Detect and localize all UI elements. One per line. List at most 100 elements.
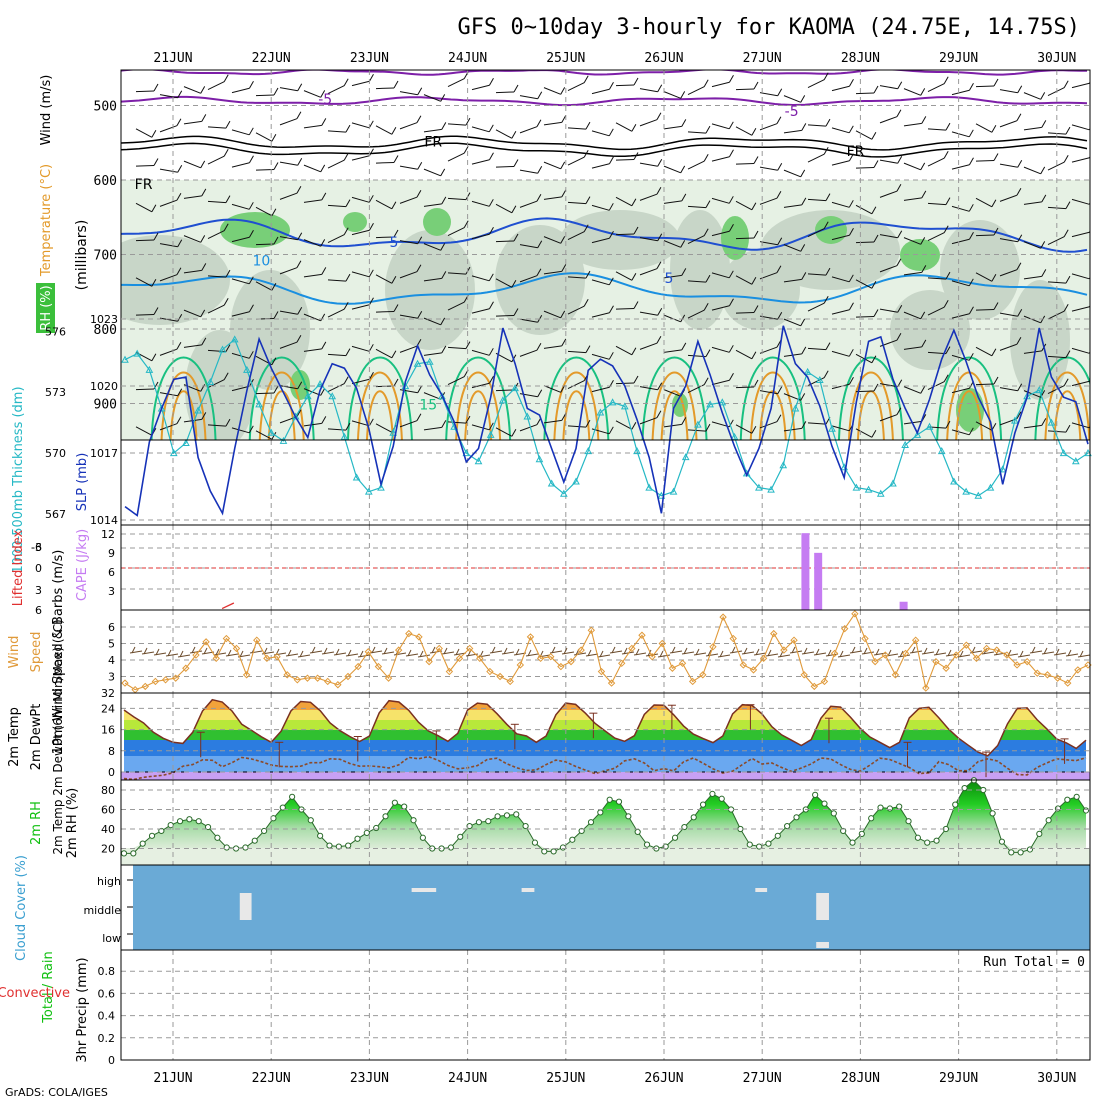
wind-barb-flag xyxy=(849,78,854,87)
rh-axis-word: 2m RH xyxy=(29,801,44,845)
wind-barb-flag xyxy=(393,229,399,238)
rh-marker xyxy=(195,818,202,825)
wind-barb xyxy=(183,344,202,348)
wind-barb xyxy=(783,169,801,178)
wind-barb-flag xyxy=(1041,418,1047,426)
wind-barb-flag xyxy=(945,122,951,131)
rh-marker xyxy=(989,810,996,817)
wind-speed-marker xyxy=(871,657,879,666)
wind-barb-flag xyxy=(368,269,374,278)
wind-barb-flag xyxy=(320,164,326,173)
rh-marker xyxy=(251,837,258,844)
wind-barb-flag xyxy=(728,270,734,279)
wind-barb-flag xyxy=(513,84,519,93)
wind-barb xyxy=(423,352,442,356)
wind-barb-flag xyxy=(657,84,663,92)
wind-barb xyxy=(183,269,202,274)
thickness-marker xyxy=(694,420,702,428)
date-label-bottom: 21JUN xyxy=(153,1071,192,1086)
wind-barb-flag xyxy=(441,122,447,130)
wind-barb-flag xyxy=(945,346,951,354)
wind-barb xyxy=(903,197,922,201)
wind-barb xyxy=(687,86,705,96)
wind-barb-flag xyxy=(369,371,374,380)
wind-barb-flag xyxy=(945,271,951,280)
wind-barb-flag xyxy=(896,407,902,415)
rh-marker xyxy=(849,839,856,846)
wind-barb-flag xyxy=(561,413,567,421)
wind-barb xyxy=(423,317,441,326)
wind-barb xyxy=(1047,236,1065,246)
rh-shade-blob xyxy=(1010,280,1070,400)
wind-barb xyxy=(687,235,705,245)
wind-barb xyxy=(279,385,298,390)
slp-tick: 1023 xyxy=(90,313,118,326)
wind-speed-marker xyxy=(709,643,717,651)
wind-barb xyxy=(519,349,538,357)
wind-barb xyxy=(567,156,585,166)
wind-barb-flag xyxy=(176,118,182,126)
wind-barb-flag xyxy=(873,234,879,243)
wind-barb-flag xyxy=(873,160,879,168)
wind-barb xyxy=(951,429,970,436)
wind-barb-flag xyxy=(441,196,447,205)
wind-barb xyxy=(423,94,441,102)
thickness-marker xyxy=(413,359,422,367)
wind-barb xyxy=(735,237,755,240)
rh-area xyxy=(124,780,1086,848)
wind-barb xyxy=(303,348,322,352)
rh-marker xyxy=(905,818,912,825)
wind-speed-marker xyxy=(861,634,869,643)
wind-barb-flag xyxy=(633,226,639,235)
wind-speed-marker xyxy=(141,682,149,691)
cape-lifted-index-panel: -6-3 0 3 6 3 6 9 12 Lifted Index CAPE (J/kg) xyxy=(11,524,1091,617)
wind-barb-flag xyxy=(1065,126,1071,135)
wind-barb xyxy=(663,349,682,353)
wind-barb xyxy=(591,130,610,137)
wind-barb-flag xyxy=(560,87,566,95)
wind-barb-flag xyxy=(1040,166,1046,175)
wind-barb-flag xyxy=(631,422,637,430)
wind-speed-marker xyxy=(759,654,768,663)
wind-barb xyxy=(735,126,753,136)
wind-barb xyxy=(303,199,322,203)
wind-barb xyxy=(615,196,633,207)
wind-barb xyxy=(231,203,250,210)
top-date-axis: 21JUN 22JUN 23JUN 24JUN 25JUN 26JUN 27JUN 28JUN… xyxy=(153,51,1076,66)
wind-barb-flag xyxy=(969,82,974,91)
contour-freezing-a xyxy=(121,135,1088,151)
wind-barb xyxy=(711,156,730,162)
wind-barb xyxy=(1047,355,1066,359)
wind-barb xyxy=(879,85,898,90)
wind-barb-flag xyxy=(297,381,303,389)
wind-barb-flag xyxy=(823,72,829,80)
wind-barb xyxy=(783,204,802,208)
contour-label: -5 xyxy=(318,92,332,108)
wind-barb xyxy=(303,422,322,427)
surface-wind-barb-flag xyxy=(959,650,964,658)
wind-axis-label: 10m Wind Speed & Barbs (m/s) xyxy=(51,550,66,755)
wind-speed-marker xyxy=(567,657,575,666)
wind-barb-flag xyxy=(703,302,709,311)
wind-barb-flag xyxy=(633,375,639,384)
thickness-marker xyxy=(828,424,836,432)
wind-barb xyxy=(951,164,970,170)
rh-marker xyxy=(1008,849,1015,856)
wind-barb-flag xyxy=(1017,234,1023,242)
date-label-top: 29JUN xyxy=(939,51,978,66)
wind-barb-flag xyxy=(705,125,711,134)
wind-barb xyxy=(327,85,345,95)
wind-barb-flag xyxy=(513,159,519,167)
wind-barb-flag xyxy=(705,200,711,208)
rh-high-blob xyxy=(220,212,290,248)
surface-wind-barb-flag xyxy=(419,650,424,658)
wind-barb-flag xyxy=(511,205,517,214)
wind-barb-flag xyxy=(729,223,734,232)
wind-barb-flag xyxy=(393,155,399,163)
wind-barb xyxy=(279,236,298,241)
wind-barb xyxy=(951,354,970,361)
wind-barb-flag xyxy=(943,374,949,382)
wind-barb xyxy=(399,240,418,245)
wind-barb-flag xyxy=(873,85,879,94)
rh-marker xyxy=(541,848,548,855)
